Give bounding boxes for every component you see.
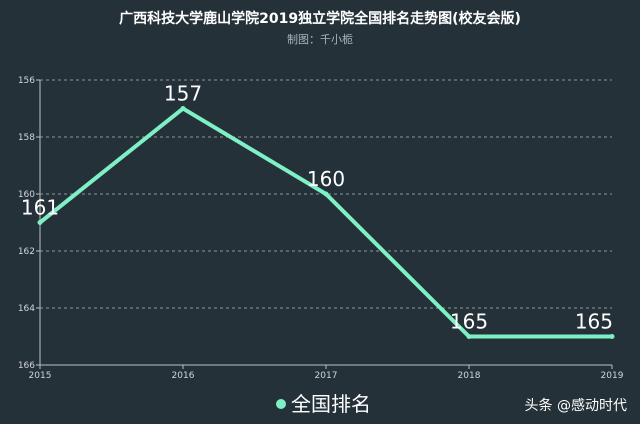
x-tick-label: 2019	[601, 371, 624, 381]
x-tick-label: 2015	[29, 371, 52, 381]
data-point	[466, 334, 472, 339]
series-line	[38, 106, 612, 339]
x-tick-label: 2017	[315, 371, 338, 381]
y-tick-label: 158	[18, 133, 35, 143]
x-tick-label: 2018	[458, 371, 481, 381]
legend-label: 全国排名	[291, 392, 371, 416]
watermark: 头条 @感动时代	[525, 397, 627, 414]
data-label: 161	[21, 196, 59, 220]
data-label: 160	[307, 167, 345, 191]
series-group	[37, 106, 615, 339]
data-point	[180, 106, 186, 111]
y-tick-label: 156	[18, 76, 35, 86]
legend-marker-icon	[276, 399, 286, 409]
data-label: 157	[164, 82, 202, 106]
data-point	[37, 220, 43, 225]
x-tick-label: 2016	[172, 371, 195, 381]
data-label: 165	[450, 310, 488, 334]
y-tick-label: 160	[18, 190, 35, 200]
chart-title: 广西科技大学鹿山学院2019独立学院全国排名走势图(校友会版)	[119, 10, 521, 27]
axes	[36, 79, 613, 369]
chart-subtitle: 制图：千小栀	[287, 32, 353, 46]
data-point	[609, 334, 615, 339]
grid-lines	[40, 79, 612, 309]
y-tick-label: 166	[18, 361, 35, 371]
data-point	[323, 191, 329, 197]
data-label: 165	[575, 310, 613, 334]
y-tick-label: 162	[18, 247, 35, 257]
legend[interactable]: 全国排名	[276, 392, 371, 416]
y-tick-label: 164	[18, 304, 35, 314]
data-labels: 161 157 160 165 165	[21, 82, 613, 334]
